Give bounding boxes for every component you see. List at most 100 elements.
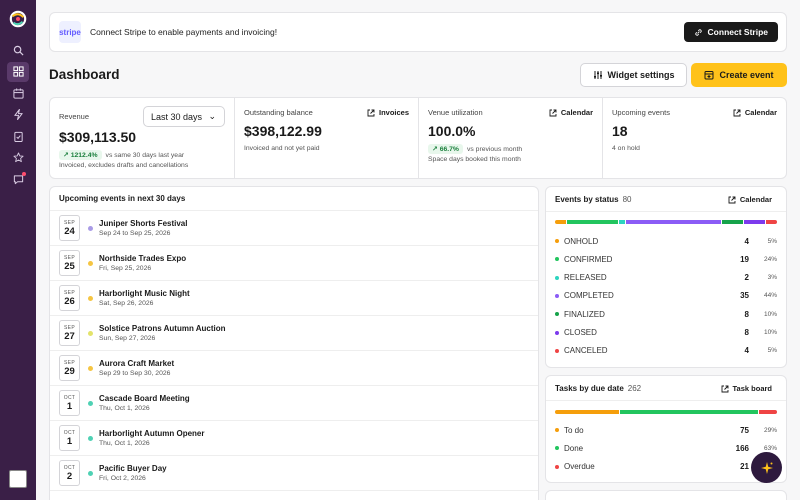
status-row-released[interactable]: RELEASED 2 3%: [555, 271, 777, 285]
invoices-link[interactable]: Invoices: [367, 108, 409, 117]
nav-search[interactable]: [7, 40, 29, 60]
utilization-trend-badge: ↗ 66.7%: [428, 144, 463, 154]
events-calendar-link[interactable]: Calendar: [728, 195, 772, 204]
revenue-sub: Invoiced, excludes drafts and cancellati…: [59, 162, 189, 169]
revenue-trend-row: ↗ 1212.4% vs same 30 days last year: [59, 150, 225, 160]
upcoming-label: Upcoming events: [612, 108, 670, 117]
events-by-status-title-text: Events by status: [555, 195, 619, 204]
event-month: OCT: [63, 464, 76, 471]
event-row[interactable]: SEP 29 Aurora Craft Market Sep 29 to Sep…: [50, 351, 538, 386]
event-row[interactable]: SEP 25 Northside Trades Expo Fri, Sep 25…: [50, 246, 538, 281]
bar-segment-confirmed: [566, 220, 619, 224]
status-row-overdue[interactable]: Overdue 21: [555, 460, 777, 474]
event-row[interactable]: OCT 1 Cascade Board Meeting Thu, Oct 1, …: [50, 386, 538, 421]
event-name: Solstice Patrons Autumn Auction: [99, 324, 226, 333]
status-row-to-do[interactable]: To do 75 29%: [555, 423, 777, 437]
revenue-range-select[interactable]: Last 30 days ⌄: [143, 106, 225, 127]
nav-dashboard[interactable]: [7, 61, 29, 82]
connect-stripe-button[interactable]: Connect Stripe: [683, 22, 778, 42]
event-status-dot: [88, 225, 93, 231]
status-label: Overdue: [564, 462, 595, 472]
upcoming-calendar-label: Calendar: [744, 108, 777, 117]
status-dot: [555, 275, 559, 280]
nav-messages[interactable]: [7, 169, 29, 189]
revenue-range-value: Last 30 days: [151, 111, 203, 122]
event-row[interactable]: OCT 2 Pacific Buyer Day Fri, Oct 2, 2026: [50, 456, 538, 491]
assistant-button[interactable]: [751, 452, 782, 483]
status-row-onhold[interactable]: ONHOLD 4 5%: [555, 234, 777, 248]
event-date-box: OCT 2: [59, 460, 80, 486]
event-date-box: SEP 26: [59, 285, 80, 311]
event-status-dot: [88, 295, 93, 301]
nav-automations[interactable]: [7, 105, 29, 125]
event-text: Solstice Patrons Autumn Auction Sun, Sep…: [99, 324, 226, 342]
event-date-box: SEP 27: [59, 320, 80, 346]
status-percent: 5%: [767, 347, 777, 355]
tasks-title: Tasks by due date 262: [555, 384, 641, 393]
upcoming-events-panel: Upcoming events in next 30 days SEP 24 J…: [49, 186, 539, 500]
event-row[interactable]: SEP 24 Juniper Shorts Festival Sep 24 to…: [50, 211, 538, 246]
widget-settings-button[interactable]: Widget settings: [580, 63, 687, 87]
status-dot: [555, 348, 559, 353]
star-icon: [12, 152, 24, 163]
nav-favorites[interactable]: [7, 148, 29, 168]
event-month: SEP: [64, 289, 75, 296]
event-text: Pacific Buyer Day Fri, Oct 2, 2026: [99, 464, 167, 482]
upcoming-calendar-link[interactable]: Calendar: [733, 108, 777, 117]
event-name: Aurora Craft Market: [99, 359, 175, 368]
event-row[interactable]: SEP 26 Harborlight Music Night Sat, Sep …: [50, 281, 538, 316]
status-row-closed[interactable]: CLOSED 8 10%: [555, 326, 777, 340]
task-board-label: Task board: [732, 384, 772, 393]
event-name: Juniper Shorts Festival: [99, 219, 188, 228]
event-day: 1: [66, 400, 73, 412]
status-label: To do: [564, 425, 584, 435]
chat-icon: [13, 174, 23, 184]
status-count: 21: [740, 462, 749, 472]
event-month: OCT: [63, 394, 76, 401]
revenue-trend-note: vs same 30 days last year: [105, 151, 185, 159]
status-dot: [555, 464, 559, 469]
bar-segment-completed: [626, 220, 721, 224]
utilization-trend-note: vs previous month: [466, 145, 523, 153]
event-month: SEP: [64, 219, 75, 226]
lightning-icon: [13, 109, 23, 120]
event-text: Cascade Board Meeting Thu, Oct 1, 2026: [99, 394, 190, 412]
bar-segment-overdue: [759, 410, 777, 414]
chevron-down-icon: ⌄: [208, 111, 216, 121]
widget-settings-label: Widget settings: [607, 70, 675, 80]
status-percent: 29%: [763, 426, 777, 434]
event-day: 29: [64, 365, 75, 377]
status-row-finalized[interactable]: FINALIZED 8 10%: [555, 307, 777, 321]
event-date-box: OCT 1: [59, 390, 80, 416]
trend-up-icon: ↗: [63, 152, 69, 159]
nav-tasks[interactable]: [7, 126, 29, 146]
bar-segment-to-do: [555, 410, 619, 414]
bar-segment-finalized: [721, 220, 743, 224]
status-percent: 5%: [767, 237, 777, 245]
status-row-done[interactable]: Done 166 63%: [555, 441, 777, 455]
status-dot: [555, 257, 559, 262]
event-text: Juniper Shorts Festival Sep 24 to Sep 25…: [99, 219, 187, 237]
status-row-canceled[interactable]: CANCELED 4 5%: [555, 344, 777, 358]
status-dot: [555, 428, 559, 432]
partial-card: [545, 490, 787, 500]
event-date: Sep 29 to Sep 30, 2026: [99, 370, 171, 377]
event-row[interactable]: OCT 1 Harborlight Autumn Opener Thu, Oct…: [50, 421, 538, 456]
utilization-card: Venue utilization Calendar 100.0% ↗ 66.7%…: [419, 98, 603, 178]
status-row-confirmed[interactable]: CONFIRMED 19 24%: [555, 252, 777, 266]
event-day: 26: [64, 295, 75, 307]
brand-logo-icon[interactable]: [9, 10, 27, 28]
event-row[interactable]: SEP 27 Solstice Patrons Autumn Auction S…: [50, 316, 538, 351]
sidebar: [0, 0, 36, 500]
status-percent: 3%: [767, 274, 777, 282]
utilization-calendar-link[interactable]: Calendar: [549, 108, 593, 117]
event-day: 1: [66, 435, 73, 447]
nav-calendar[interactable]: [7, 83, 29, 103]
user-avatar[interactable]: [9, 470, 27, 488]
main-content: stripe Connect Stripe to enable payments…: [36, 0, 800, 500]
outstanding-label: Outstanding balance: [244, 108, 313, 117]
task-board-link[interactable]: Task board: [721, 384, 772, 393]
status-row-completed[interactable]: COMPLETED 35 44%: [555, 289, 777, 303]
create-event-button[interactable]: Create event: [691, 63, 787, 87]
external-link-icon: [549, 109, 557, 116]
